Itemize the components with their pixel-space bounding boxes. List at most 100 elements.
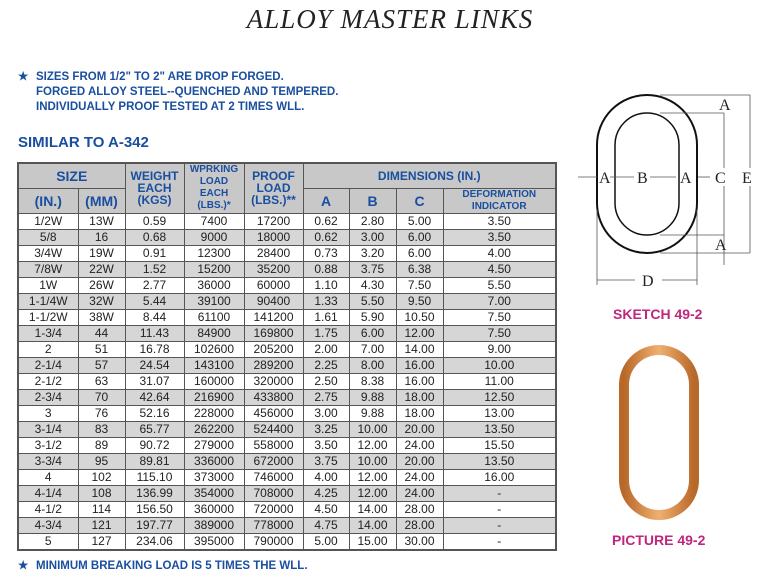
cell-dim-b: 10.00 xyxy=(348,452,397,470)
cell-size-mm: 51 xyxy=(77,340,126,358)
cell-wll: 15200 xyxy=(183,260,245,278)
cell-size-in: 2 xyxy=(17,340,79,358)
cell-dim-b: 14.00 xyxy=(348,500,397,518)
cell-size-mm: 114 xyxy=(77,500,126,518)
label-d: D xyxy=(642,273,654,290)
cell-dim-b: 3.20 xyxy=(348,244,397,262)
cell-weight: 11.43 xyxy=(124,324,185,342)
cell-dim-b: 5.90 xyxy=(348,308,397,326)
cell-dim-a: 2.00 xyxy=(302,340,350,358)
cell-dim-a: 0.62 xyxy=(302,228,350,246)
note-1: ★ SIZES FROM 1/2" TO 2" ARE DROP FORGED. xyxy=(18,71,284,83)
cell-proof: 672000 xyxy=(243,452,304,470)
cell-proof: 35200 xyxy=(243,260,304,278)
label-a-left: A xyxy=(599,170,611,187)
cell-size-mm: 38W xyxy=(77,308,126,326)
cell-dim-a: 2.75 xyxy=(302,388,350,406)
table-row: 2-1/4 57 24.54 143100 289200 2.25 8.00 16.00 10.… xyxy=(17,356,557,374)
cell-dim-c: 5.00 xyxy=(395,212,444,230)
cell-size-in: 1/2W xyxy=(17,212,79,230)
table-row: 1-3/4 44 11.43 84900 169800 1.75 6.00 12.00 7.50 xyxy=(17,324,557,342)
cell-deformation: - xyxy=(442,500,557,518)
cell-weight: 1.52 xyxy=(124,260,185,278)
cell-wll: 336000 xyxy=(183,452,245,470)
table-row: 1-1/4W 32W 5.44 39100 90400 1.33 5.50 9.50 7.00 xyxy=(17,292,557,310)
cell-dim-c: 18.00 xyxy=(395,388,444,406)
cell-proof: 320000 xyxy=(243,372,304,390)
cell-deformation: 3.50 xyxy=(442,212,557,230)
cell-wll: 389000 xyxy=(183,516,245,534)
cell-size-in: 3/4W xyxy=(17,244,79,262)
cell-dim-c: 30.00 xyxy=(395,532,444,550)
cell-size-mm: 108 xyxy=(77,484,126,502)
cell-dim-c: 18.00 xyxy=(395,404,444,422)
cell-dim-b: 8.00 xyxy=(348,356,397,374)
cell-proof: 169800 xyxy=(243,324,304,342)
cell-dim-c: 6.38 xyxy=(395,260,444,278)
cell-wll: 395000 xyxy=(183,532,245,550)
cell-dim-c: 6.00 xyxy=(395,228,444,246)
cell-deformation: 3.50 xyxy=(442,228,557,246)
cell-dim-b: 10.00 xyxy=(348,420,397,438)
cell-dim-c: 14.00 xyxy=(395,340,444,358)
cell-size-mm: 83 xyxy=(77,420,126,438)
cell-weight: 2.77 xyxy=(124,276,185,294)
cell-dim-b: 5.50 xyxy=(348,292,397,310)
cell-dim-c: 9.50 xyxy=(395,292,444,310)
cell-weight: 156.50 xyxy=(124,500,185,518)
cell-dim-c: 10.50 xyxy=(395,308,444,326)
cell-weight: 234.06 xyxy=(124,532,185,550)
cell-dim-b: 12.00 xyxy=(348,436,397,454)
cell-deformation: 7.50 xyxy=(442,308,557,326)
cell-size-in: 3-3/4 xyxy=(17,452,79,470)
cell-wll: 61100 xyxy=(183,308,245,326)
cell-deformation: - xyxy=(442,516,557,534)
cell-size-in: 2-1/2 xyxy=(17,372,79,390)
dimension-lines xyxy=(578,94,751,285)
table-row: 4 102 115.10 373000 746000 4.00 12.00 24.00 16.0… xyxy=(17,468,557,486)
cell-dim-c: 28.00 xyxy=(395,516,444,534)
cell-deformation: 13.50 xyxy=(442,452,557,470)
cell-size-in: 4-1/4 xyxy=(17,484,79,502)
cell-dim-b: 8.38 xyxy=(348,372,397,390)
picture-master-link xyxy=(619,345,699,520)
cell-dim-a: 3.50 xyxy=(302,436,350,454)
note-3: INDIVIDUALLY PROOF TESTED AT 2 TIMES WLL… xyxy=(36,101,305,113)
cell-proof: 456000 xyxy=(243,404,304,422)
picture-caption: PICTURE 49-2 xyxy=(612,532,706,548)
cell-deformation: - xyxy=(442,532,557,550)
cell-size-mm: 76 xyxy=(77,404,126,422)
table-row: 4-3/4 121 197.77 389000 778000 4.75 14.00 28.00… xyxy=(17,516,557,534)
table-row: 1W 26W 2.77 36000 60000 1.10 4.30 7.50 5.50 xyxy=(17,276,557,294)
table-row: 2-3/4 70 42.64 216900 433800 2.75 9.88 18.00 12.… xyxy=(17,388,557,406)
header-size: SIZE xyxy=(17,162,126,189)
cell-dim-c: 16.00 xyxy=(395,372,444,390)
cell-proof: 524400 xyxy=(243,420,304,438)
cell-wll: 12300 xyxy=(183,244,245,262)
cell-proof: 433800 xyxy=(243,388,304,406)
cell-weight: 16.78 xyxy=(124,340,185,358)
cell-dim-a: 3.25 xyxy=(302,420,350,438)
cell-size-mm: 127 xyxy=(77,532,126,550)
cell-size-in: 3-1/4 xyxy=(17,420,79,438)
cell-deformation: - xyxy=(442,484,557,502)
cell-proof: 708000 xyxy=(243,484,304,502)
cell-size-mm: 26W xyxy=(77,276,126,294)
cell-size-mm: 22W xyxy=(77,260,126,278)
cell-size-in: 7/8W xyxy=(17,260,79,278)
table-row: 3/4W 19W 0.91 12300 28400 0.73 3.20 6.00 4.00 xyxy=(17,244,557,262)
cell-dim-a: 1.10 xyxy=(302,276,350,294)
cell-proof: 205200 xyxy=(243,340,304,358)
cell-deformation: 15.50 xyxy=(442,436,557,454)
header-in: (IN.) xyxy=(17,187,79,214)
cell-deformation: 10.00 xyxy=(442,356,557,374)
cell-wll: 228000 xyxy=(183,404,245,422)
table-row: 2 51 16.78 102600 205200 2.00 7.00 14.00 9.00 xyxy=(17,340,557,358)
cell-dim-a: 4.25 xyxy=(302,484,350,502)
table-row: 7/8W 22W 1.52 15200 35200 0.88 3.75 6.38 4.50 xyxy=(17,260,557,278)
cell-dim-a: 2.50 xyxy=(302,372,350,390)
cell-size-in: 1-1/4W xyxy=(17,292,79,310)
cell-wll: 84900 xyxy=(183,324,245,342)
cell-weight: 24.54 xyxy=(124,356,185,374)
cell-wll: 279000 xyxy=(183,436,245,454)
